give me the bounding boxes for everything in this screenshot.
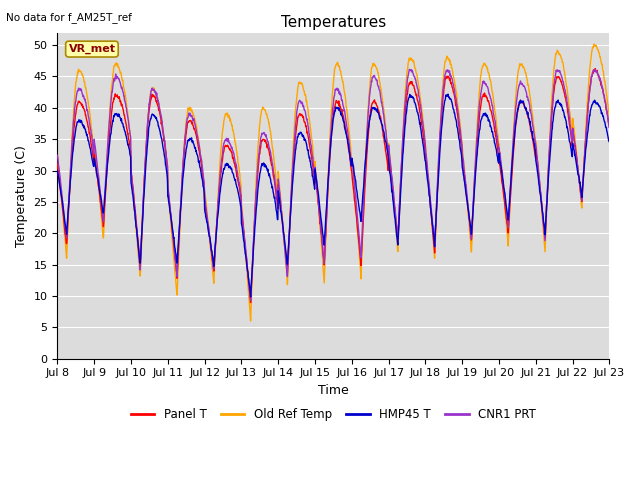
Text: VR_met: VR_met <box>68 44 115 54</box>
Title: Temperatures: Temperatures <box>281 15 386 30</box>
Y-axis label: Temperature (C): Temperature (C) <box>15 144 28 247</box>
X-axis label: Time: Time <box>318 384 349 397</box>
Text: No data for f_AM25T_ref: No data for f_AM25T_ref <box>6 12 132 23</box>
Legend: Panel T, Old Ref Temp, HMP45 T, CNR1 PRT: Panel T, Old Ref Temp, HMP45 T, CNR1 PRT <box>126 404 541 426</box>
